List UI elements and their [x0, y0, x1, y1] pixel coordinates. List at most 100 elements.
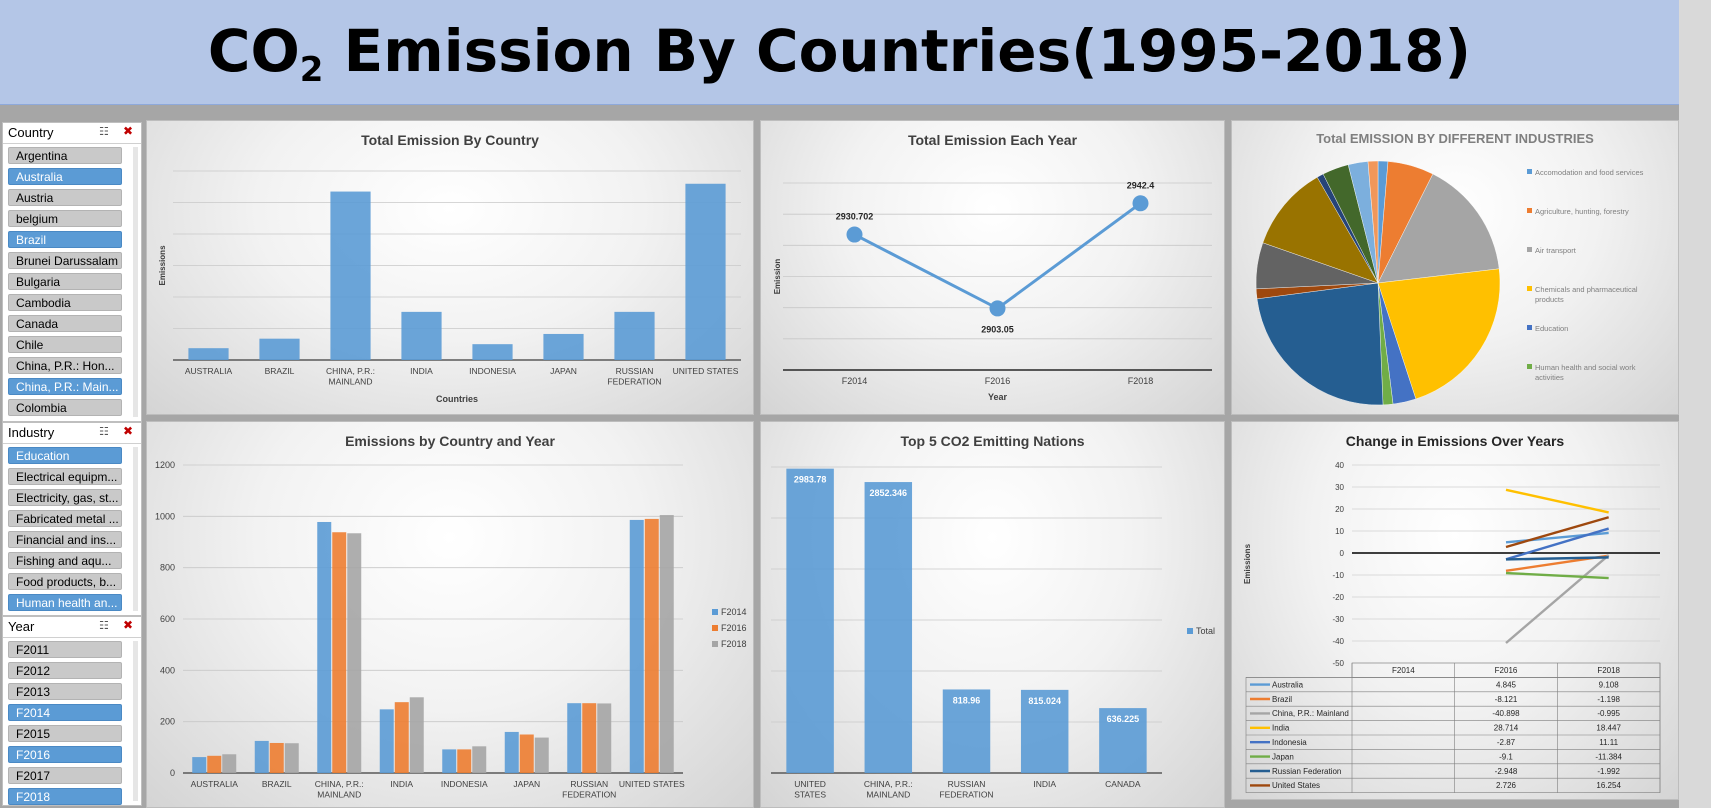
- slicer-item-electricity-gas-st[interactable]: Electricity, gas, st...: [8, 489, 122, 506]
- slicer-item-belgium[interactable]: belgium: [8, 210, 122, 227]
- bar-united-states-f2018: [659, 515, 674, 773]
- slicer-item-canada[interactable]: Canada: [8, 315, 122, 332]
- title-main: CO: [207, 17, 300, 85]
- table-cell: 4.845: [1496, 680, 1517, 689]
- series-line-india: [1505, 488, 1609, 514]
- slicer-scrollbar[interactable]: [133, 447, 138, 611]
- y-tick-label: 1000: [155, 511, 175, 521]
- slicer-item-f2017[interactable]: F2017: [8, 767, 122, 784]
- chart-total-emission-each-year: Total Emission Each Year 2930.702 F2014 290…: [760, 120, 1225, 415]
- slicer-item-bulgaria[interactable]: Bulgaria: [8, 273, 122, 290]
- x-tick-label: RUSSIAN FEDERATION: [939, 779, 993, 800]
- table-row-label: Russian Federation: [1272, 767, 1341, 776]
- slicer-item-f2012[interactable]: F2012: [8, 662, 122, 679]
- series-line-china-p-r-mainland: [1505, 554, 1610, 644]
- chart-emissions-by-country-and-year: Emissions by Country and Year 0 200 400 600 8…: [146, 421, 754, 808]
- slicer-item-food-products-b[interactable]: Food products, b...: [8, 573, 122, 590]
- x-tick-label: UNITED STATES: [619, 779, 685, 789]
- slicer-item-f2014[interactable]: F2014: [8, 704, 122, 721]
- slicer-item-f2015[interactable]: F2015: [8, 725, 122, 742]
- slicer-item-education[interactable]: Education: [8, 447, 122, 464]
- slicer-item-f2018[interactable]: F2018: [8, 788, 122, 805]
- x-tick-label: CHINA, P.R.: MAINLAND: [326, 366, 375, 387]
- slicer-item-china-p-r-hon[interactable]: China, P.R.: Hon...: [8, 357, 122, 374]
- bar-china-p-r-mainland-f2016: [332, 532, 347, 773]
- slicer-scrollbar[interactable]: [133, 641, 138, 801]
- bar-united-states: [685, 183, 726, 360]
- slicer-item-argentina[interactable]: Argentina: [8, 147, 122, 164]
- bar-russian-federation-f2016: [582, 703, 597, 773]
- data-label: 2930.702: [836, 212, 874, 222]
- y-tick-label: 600: [160, 614, 175, 624]
- slicer-item-brunei-darussalam[interactable]: Brunei Darussalam: [8, 252, 122, 269]
- slicer-item-chile[interactable]: Chile: [8, 336, 122, 353]
- multi-select-icon[interactable]: ☷: [99, 426, 109, 438]
- slicer-item-fishing-and-aqu[interactable]: Fishing and aqu...: [8, 552, 122, 569]
- x-tick-label: RUSSIAN FEDERATION: [562, 779, 616, 800]
- legend-swatch: [712, 625, 718, 631]
- data-point-f2014: [846, 226, 863, 243]
- slicer-item-china-p-r-main[interactable]: China, P.R.: Main...: [8, 378, 122, 395]
- pie-slice: [1377, 268, 1501, 400]
- y-tick-label: 800: [160, 563, 175, 573]
- multi-select-icon[interactable]: ☷: [99, 620, 109, 632]
- chart-title: Top 5 CO2 Emitting Nations: [900, 433, 1084, 449]
- clear-filter-icon[interactable]: ✖: [123, 618, 134, 632]
- bar-brazil-f2014: [254, 740, 269, 773]
- table-header-f2018: F2018: [1597, 666, 1620, 675]
- clear-filter-icon[interactable]: ✖: [123, 124, 134, 138]
- table-cell: 28.714: [1494, 724, 1519, 733]
- slicer-item-human-health-an[interactable]: Human health an...: [8, 594, 122, 611]
- table-row-label: Japan: [1272, 752, 1294, 761]
- bar-united-states: [786, 468, 834, 773]
- slicer-item-f2011[interactable]: F2011: [8, 641, 122, 658]
- legend-label: F2018: [721, 639, 747, 649]
- slicer-item-austria[interactable]: Austria: [8, 189, 122, 206]
- clear-filter-icon[interactable]: ✖: [123, 424, 134, 438]
- x-tick-label: INDIA: [390, 779, 413, 789]
- y-axis-label: Emission: [773, 259, 782, 295]
- slicer-item-brazil[interactable]: Brazil: [8, 231, 122, 248]
- chart-title: Emissions by Country and Year: [345, 433, 555, 449]
- bar-china-p-r-mainland: [330, 191, 371, 360]
- legend-swatch: [1527, 208, 1532, 213]
- bar-russian-federation: [614, 311, 655, 360]
- table-row-label: Australia: [1272, 680, 1304, 689]
- x-tick-label: BRAZIL: [265, 366, 295, 376]
- slicer-scrollbar[interactable]: [133, 147, 138, 417]
- slicer-item-fabricated-metal[interactable]: Fabricated metal ...: [8, 510, 122, 527]
- slicer-header: Industry ☷ ✖: [3, 423, 141, 444]
- data-label: 2852.346: [870, 488, 908, 498]
- y-tick-label: 0: [170, 768, 175, 778]
- slicer-item-colombia[interactable]: Colombia: [8, 399, 122, 416]
- y-tick-label: 0: [1340, 549, 1345, 558]
- data-label: 2903.05: [981, 324, 1014, 334]
- y-tick-label: 40: [1335, 461, 1344, 470]
- slicer-item-f2016[interactable]: F2016: [8, 746, 122, 763]
- slicer-item-electrical-equipm[interactable]: Electrical equipm...: [8, 468, 122, 485]
- x-tick-label: INDIA: [1033, 779, 1056, 789]
- x-tick-label: UNITED STATES: [794, 779, 826, 800]
- table-row-label: Indonesia: [1272, 738, 1307, 747]
- bar-india-f2014: [379, 709, 394, 773]
- y-tick-label: -10: [1332, 571, 1344, 580]
- y-tick-label: 30: [1335, 483, 1344, 492]
- slicer-item-financial-and-ins[interactable]: Financial and ins...: [8, 531, 122, 548]
- slicer-title: Industry: [8, 425, 55, 440]
- chart-title: Total Emission Each Year: [908, 132, 1078, 148]
- legend-label: F2014: [721, 607, 747, 617]
- legend-swatch: [1527, 325, 1532, 330]
- industry-slicer: Industry ☷ ✖ Education Electrical equipm... E…: [2, 422, 142, 616]
- slicer-item-australia[interactable]: Australia: [8, 168, 122, 185]
- x-tick-label: AUSTRALIA: [191, 779, 239, 789]
- table-header-f2014: F2014: [1392, 666, 1415, 675]
- x-tick-label: F2014: [842, 376, 868, 386]
- table-cell: 16.254: [1596, 781, 1621, 790]
- dashboard-header: CO2 Emission By Countries(1995-2018): [0, 0, 1679, 105]
- pie-slice: [1256, 282, 1384, 406]
- slicer-item-f2013[interactable]: F2013: [8, 683, 122, 700]
- y-tick-label: 10: [1335, 527, 1344, 536]
- slicer-item-cambodia[interactable]: Cambodia: [8, 294, 122, 311]
- multi-select-icon[interactable]: ☷: [99, 126, 109, 138]
- table-cell: -0.995: [1597, 709, 1620, 718]
